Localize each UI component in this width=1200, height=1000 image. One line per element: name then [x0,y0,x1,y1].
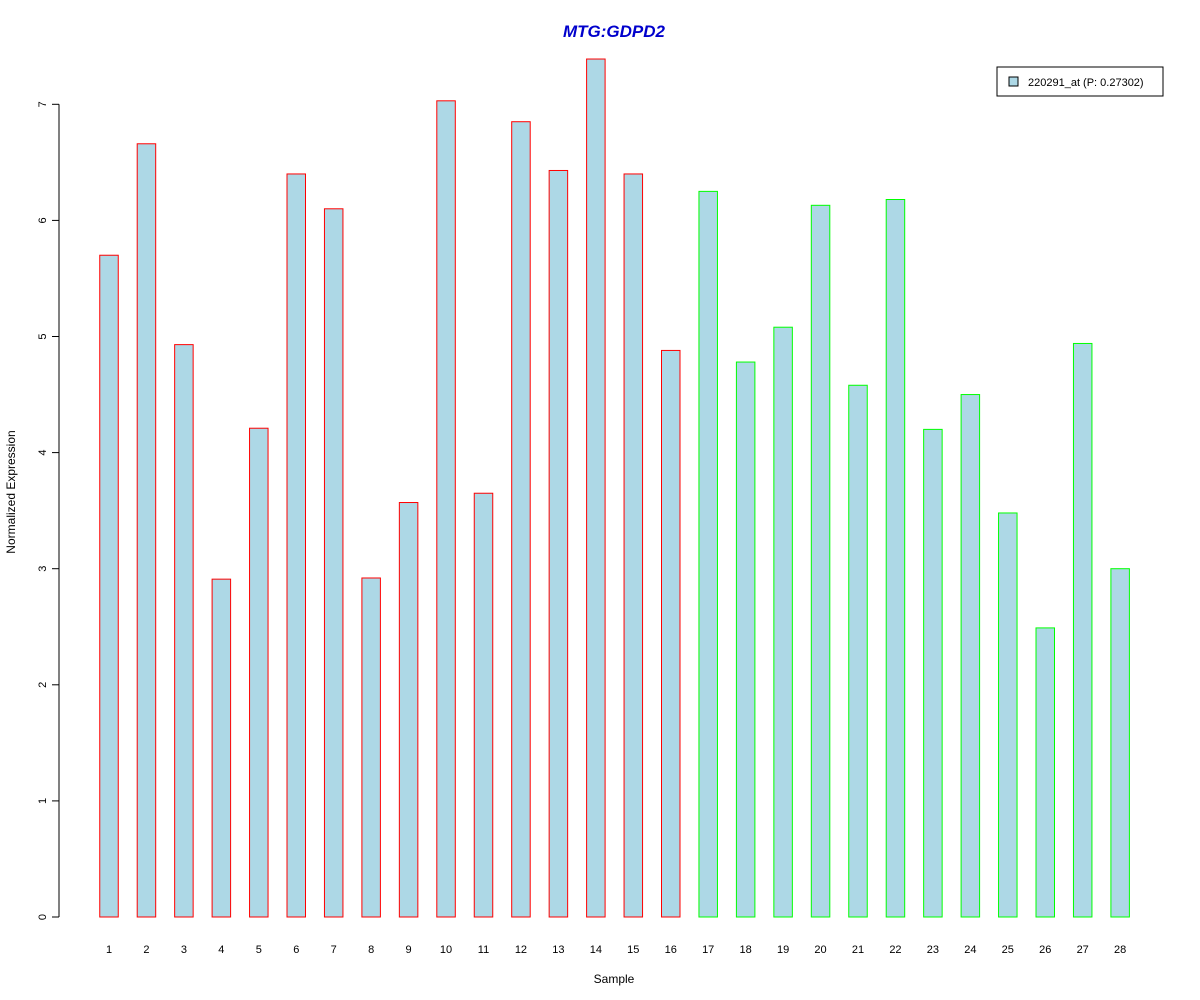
bar [1035,627,1055,918]
bar [398,502,419,918]
x-tick-label: 26 [1039,944,1051,956]
bar [511,121,531,918]
y-axis: 0 1 2 3 4 5 6 7 [37,101,60,920]
bar [773,326,793,918]
x-tick-label: 19 [777,944,789,956]
legend-box [996,66,1164,97]
bar [286,173,306,918]
bar [1110,568,1130,918]
bar [174,344,194,918]
x-tick-label: 14 [590,944,602,956]
x-tick-label: 6 [293,944,299,956]
x-tick-label: 24 [964,944,976,956]
y-tick-label: 0 [37,914,49,920]
bar [586,58,606,918]
bar [473,492,494,918]
bar [1072,342,1093,918]
x-tick-label: 12 [515,944,527,956]
bar [848,384,868,918]
x-tick-label: 4 [218,944,224,956]
x-tick-label: 2 [143,944,149,956]
x-tick-label: 15 [627,944,639,956]
chart-title: MTG:GDPD2 [563,22,666,41]
x-tick-label: 1 [106,944,112,956]
bar [735,361,756,918]
y-tick-label: 1 [37,798,49,804]
bar [998,512,1018,918]
legend-label: 220291_at (P: 0.27302) [1028,77,1144,89]
y-tick-label: 7 [37,101,49,107]
y-tick-label: 5 [37,333,49,339]
x-tick-label: 5 [256,944,262,956]
x-tick-label: 20 [814,944,826,956]
x-axis-label: Sample [594,972,635,986]
bar [99,254,119,918]
legend-swatch [1008,76,1019,87]
bar [810,204,831,918]
y-tick-label: 6 [37,217,49,223]
y-axis-label: Normalized Expression [4,430,18,553]
y-tick-label: 3 [37,566,49,572]
x-tick-label: 21 [852,944,864,956]
bar [136,143,157,918]
x-axis-tick-labels: 1 2 3 4 5 6 7 8 9 10 11 12 13 14 15 16 17 18 19 20 21 22 23 24 2… [106,944,1126,956]
bars-group [99,58,1130,918]
x-tick-label: 7 [331,944,337,956]
x-tick-label: 27 [1077,944,1089,956]
x-tick-label: 8 [368,944,374,956]
x-tick-label: 17 [702,944,714,956]
x-tick-label: 10 [440,944,452,956]
bar [323,208,344,918]
bar [211,578,232,918]
legend: 220291_at (P: 0.27302) [996,66,1164,97]
bar [661,349,681,918]
bar [698,190,718,918]
x-tick-label: 11 [478,944,489,956]
x-tick-label: 13 [552,944,564,956]
bar [249,427,269,918]
bar [548,169,569,918]
x-tick-label: 22 [889,944,901,956]
x-tick-label: 3 [181,944,187,956]
x-tick-label: 18 [740,944,752,956]
bar [923,428,943,918]
x-tick-label: 16 [665,944,677,956]
x-tick-label: 28 [1114,944,1126,956]
bar [436,100,456,918]
x-tick-label: 25 [1002,944,1014,956]
bar [361,577,381,918]
y-tick-label: 2 [37,682,49,688]
y-tick-label: 4 [37,450,49,456]
x-tick-label: 9 [406,944,412,956]
bar [623,173,644,918]
bar [960,394,981,918]
x-tick-label: 23 [927,944,939,956]
bar [885,199,906,918]
